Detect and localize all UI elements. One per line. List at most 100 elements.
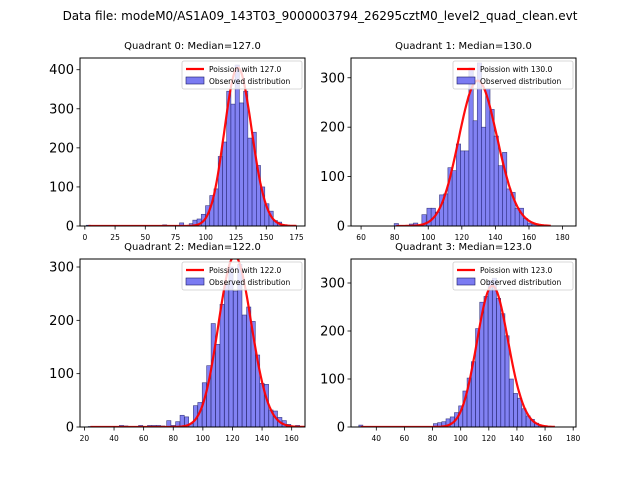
x-tick-label: 20 xyxy=(80,434,90,443)
legend-label-observed: Observed distribution xyxy=(480,77,561,86)
x-tick-label: 25 xyxy=(110,233,120,242)
histogram-bar xyxy=(243,90,249,226)
histogram-bar xyxy=(166,420,172,427)
histogram-bar xyxy=(184,416,189,427)
histogram-bar xyxy=(517,397,523,427)
x-tick-label: 100 xyxy=(196,434,211,443)
y-tick-label: 200 xyxy=(320,121,345,136)
y-tick-label: 100 xyxy=(49,180,74,195)
x-tick-label: 160 xyxy=(522,233,537,242)
histogram-bar xyxy=(224,283,229,427)
x-tick-label: 60 xyxy=(139,434,149,443)
histogram-bar xyxy=(455,143,461,226)
histogram-bar xyxy=(239,102,244,226)
histogram-bar xyxy=(493,135,499,226)
plot-area xyxy=(358,277,555,427)
x-tick-label: 80 xyxy=(428,434,438,443)
plot-area xyxy=(393,62,551,226)
histogram-bar xyxy=(393,223,399,226)
x-tick-label: 180 xyxy=(555,233,570,242)
panel-quadrant-0: Quadrant 0: Median=127.0 0 100 200 300 400 0 2… xyxy=(49,41,306,242)
histogram-bar xyxy=(497,165,503,226)
x-tick-label: 40 xyxy=(372,434,382,443)
histogram-bar xyxy=(228,266,234,427)
axes-frame xyxy=(350,258,577,428)
legend-label-poisson: Poission with 123.0 xyxy=(480,266,553,275)
legend-box xyxy=(452,261,574,291)
histogram-bar xyxy=(492,277,497,427)
panel-quadrant-3: Quadrant 3: Median=123.0 0 100 200 300 40 60 8… xyxy=(320,242,580,443)
histogram-bar xyxy=(233,290,238,427)
histogram-bar xyxy=(222,141,227,226)
panel-title: Quadrant 0: Median=127.0 xyxy=(124,41,261,52)
y-tick-label: 200 xyxy=(320,325,345,340)
histogram-bar xyxy=(246,306,252,427)
histogram-bar xyxy=(215,344,221,427)
x-tick-label: 180 xyxy=(566,434,581,443)
histogram-bar xyxy=(247,137,253,226)
histogram-bar xyxy=(489,109,495,226)
y-tick-label: 200 xyxy=(49,141,74,156)
legend-label-observed: Observed distribution xyxy=(209,77,290,86)
legend: Poission with 130.0 Observed distribution xyxy=(452,60,574,90)
x-tick-label: 120 xyxy=(455,233,470,242)
histogram-bar xyxy=(451,170,457,226)
x-tick-label: 0 xyxy=(82,233,87,242)
histogram-bar xyxy=(230,103,236,226)
histogram-bar xyxy=(513,393,518,427)
y-tick-label: 100 xyxy=(320,373,345,388)
histogram-bar xyxy=(500,313,506,427)
x-tick-label: 75 xyxy=(171,233,181,242)
histogram-bar xyxy=(487,280,493,427)
histogram-bar xyxy=(219,304,225,427)
panel-quadrant-2: Quadrant 2: Median=122.0 0 100 200 300 20 40 6… xyxy=(49,242,306,443)
x-tick-label: 140 xyxy=(510,434,525,443)
axes-frame xyxy=(79,258,306,428)
legend-patch-icon xyxy=(456,277,476,286)
histogram-bar xyxy=(460,150,466,226)
y-tick-label: 300 xyxy=(320,277,345,292)
suptitle: Data file: modeM0/AS1A09_143T03_90000037… xyxy=(63,9,578,23)
x-tick-label: 40 xyxy=(109,434,119,443)
histogram-bar xyxy=(504,335,510,427)
legend-patch-icon xyxy=(185,76,205,85)
legend: Poission with 122.0 Observed distribution xyxy=(181,261,303,291)
panel-title: Quadrant 2: Median=122.0 xyxy=(124,242,261,253)
legend-patch-icon xyxy=(456,76,476,85)
histogram-bar xyxy=(496,298,501,427)
panel-quadrant-1: Quadrant 1: Median=130.0 0 100 200 300 60 80 1… xyxy=(320,41,577,242)
legend-label-poisson: Poission with 127.0 xyxy=(209,65,282,74)
axes-frame xyxy=(350,57,577,227)
axes-frame xyxy=(79,57,306,227)
y-tick-label: 200 xyxy=(49,314,74,329)
x-tick-label: 100 xyxy=(199,233,214,242)
legend-label-poisson: Poission with 130.0 xyxy=(480,65,553,74)
y-tick-label: 100 xyxy=(320,170,345,185)
x-tick-label: 80 xyxy=(168,434,178,443)
x-tick-label: 60 xyxy=(356,233,366,242)
panel-title: Quadrant 1: Median=130.0 xyxy=(395,41,532,52)
x-tick-label: 150 xyxy=(259,233,274,242)
x-tick-label: 175 xyxy=(289,233,304,242)
histogram-bar xyxy=(210,323,216,427)
x-tick-label: 160 xyxy=(538,434,553,443)
histogram-bar xyxy=(241,314,247,427)
legend: Poission with 123.0 Observed distribution xyxy=(452,261,574,291)
x-tick-label: 100 xyxy=(454,434,469,443)
histogram-bar xyxy=(179,222,185,226)
histogram-bar xyxy=(421,214,427,226)
y-tick-label: 100 xyxy=(49,367,74,382)
y-tick-label: 300 xyxy=(320,71,345,86)
x-tick-label: 140 xyxy=(255,434,270,443)
poisson-curve xyxy=(360,284,555,427)
plot-area xyxy=(87,259,305,427)
legend: Poission with 127.0 Observed distribution xyxy=(181,60,303,90)
panel-title: Quadrant 3: Median=123.0 xyxy=(395,242,532,253)
x-tick-label: 80 xyxy=(390,233,400,242)
legend-label-observed: Observed distribution xyxy=(209,278,290,287)
x-tick-label: 100 xyxy=(421,233,436,242)
y-tick-label: 300 xyxy=(49,102,74,117)
histogram-bar xyxy=(483,296,489,427)
histogram-bar xyxy=(481,126,487,226)
